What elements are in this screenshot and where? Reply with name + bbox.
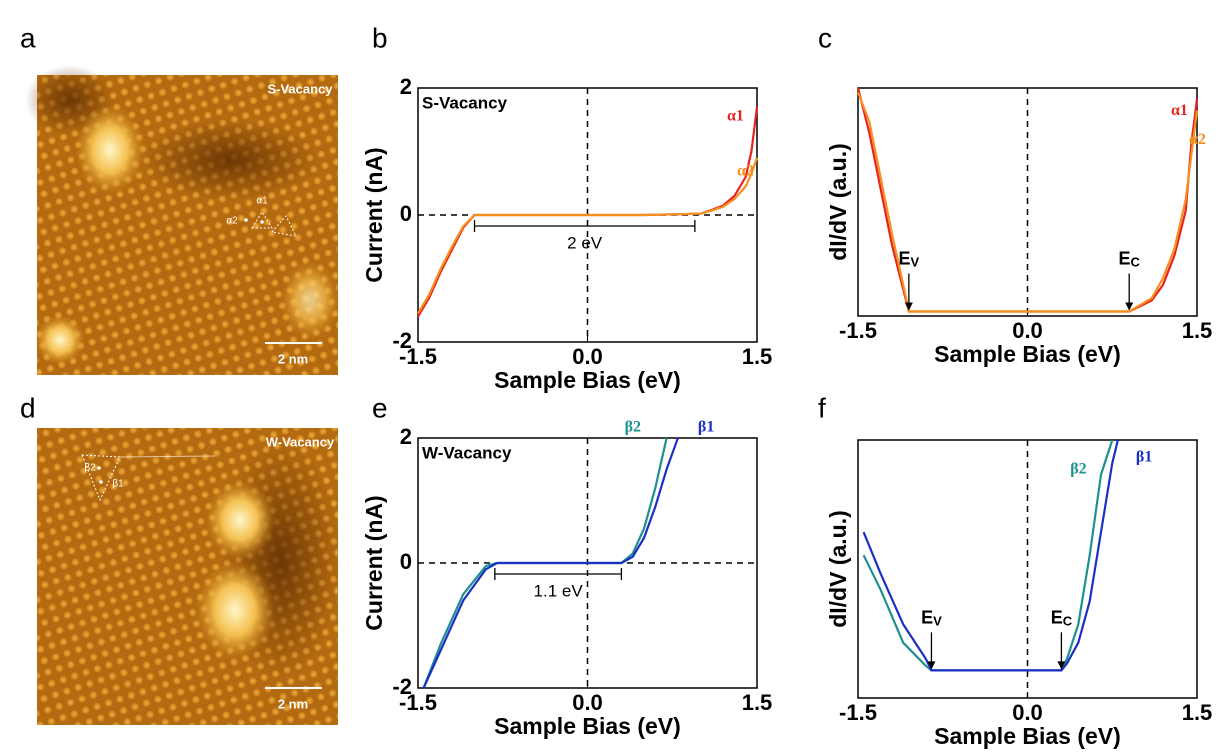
panel-label: f — [818, 392, 826, 423]
arrow-head — [927, 661, 936, 670]
edge-sub: C — [1063, 614, 1073, 629]
x-tick-label: 0.0 — [572, 344, 603, 369]
panel-label: d — [20, 392, 36, 423]
y-tick-label: 2 — [400, 74, 412, 99]
edge-sub: C — [1131, 255, 1141, 270]
edge-base: E — [921, 607, 933, 627]
series-label: α1 — [727, 108, 744, 125]
chart-title: S-Vacancy — [422, 93, 508, 112]
series-label: α2 — [1189, 131, 1206, 148]
site-label: β1 — [112, 479, 124, 490]
series-label: β2 — [625, 419, 641, 436]
x-axis-label: Sample Bias (eV) — [494, 713, 681, 739]
y-tick-label: 0 — [400, 549, 412, 574]
stm-image: W-Vacancy 2 nm β2 β1 — [37, 428, 340, 725]
series-label: β2 — [1070, 461, 1086, 478]
edge-label: EV — [899, 248, 920, 270]
edge-base: E — [1118, 248, 1130, 268]
arrow-head — [1125, 302, 1134, 311]
panel-label: c — [818, 22, 832, 53]
stm-image: S-Vacancy 2 nm α1 α2 — [25, 65, 340, 375]
series-line — [422, 437, 679, 689]
arrow-head — [904, 302, 913, 311]
y-axis-label: Current (nA) — [361, 147, 387, 282]
chart: -1.5 0.0 1.5 Sample Bias (eV) dI/dV (a.u.) α1… — [825, 87, 1213, 367]
x-tick-label: -1.5 — [399, 690, 437, 715]
site-label: β2 — [84, 463, 96, 474]
panel-label: a — [20, 22, 36, 53]
scale-bar-label: 2 nm — [278, 696, 308, 711]
x-tick-label: 1.5 — [742, 344, 773, 369]
series-label: α1 — [1171, 102, 1188, 119]
x-tick-label: 0.0 — [1012, 700, 1043, 725]
x-axis-label: Sample Bias (eV) — [934, 341, 1121, 367]
series-label: α2 — [737, 163, 754, 180]
x-axis-label: Sample Bias (eV) — [934, 723, 1121, 749]
gap-label: 1.1 eV — [534, 581, 584, 600]
x-axis-label: Sample Bias (eV) — [494, 367, 681, 393]
y-axis-label: dI/dV (a.u.) — [825, 143, 851, 261]
edge-label: EC — [1051, 607, 1073, 629]
chart: -1.5 0.0 1.5 -2 0 2 Sample Bias (eV) Current (n… — [361, 74, 772, 393]
edge-sub: V — [933, 614, 942, 629]
gap-label: 2 eV — [567, 233, 603, 252]
series-line — [862, 439, 1119, 672]
y-tick-label: -2 — [392, 674, 412, 699]
y-tick-label: 2 — [400, 424, 412, 449]
x-tick-label: 0.0 — [572, 690, 603, 715]
series-label: β1 — [698, 419, 714, 436]
x-tick-label: -1.5 — [839, 700, 877, 725]
x-tick-label: 0.0 — [1012, 318, 1043, 343]
x-tick-label: 1.5 — [742, 690, 773, 715]
panel-label: b — [372, 22, 388, 53]
x-tick-label: -1.5 — [399, 344, 437, 369]
site-label: α2 — [226, 216, 238, 227]
chart: -1.5 0.0 1.5 -2 0 2 Sample Bias (eV) Current (n… — [361, 419, 772, 739]
chart-title: W-Vacancy — [422, 443, 512, 462]
arrow-head — [1057, 661, 1066, 670]
image-title: S-Vacancy — [267, 81, 333, 96]
y-axis-label: Current (nA) — [361, 495, 387, 630]
edge-label: EV — [921, 607, 942, 629]
x-tick-label: 1.5 — [1182, 318, 1213, 343]
series-line — [856, 92, 1199, 313]
panel-label: e — [372, 392, 388, 423]
edge-base: E — [1051, 607, 1063, 627]
edge-base: E — [899, 248, 911, 268]
y-axis-label: dI/dV (a.u.) — [825, 510, 851, 628]
x-tick-label: 1.5 — [1182, 700, 1213, 725]
chart: -1.5 0.0 1.5 Sample Bias (eV) dI/dV (a.u.) β2… — [825, 439, 1213, 749]
site-label: α1 — [256, 196, 268, 207]
x-tick-label: -1.5 — [839, 318, 877, 343]
y-tick-label: 0 — [400, 201, 412, 226]
series-label: β1 — [1136, 449, 1152, 466]
scale-bar-label: 2 nm — [278, 351, 308, 366]
y-tick-label: -2 — [392, 328, 412, 353]
image-title: W-Vacancy — [266, 434, 335, 449]
edge-label: EC — [1118, 248, 1140, 270]
edge-sub: V — [911, 255, 920, 270]
series-line — [417, 157, 759, 314]
